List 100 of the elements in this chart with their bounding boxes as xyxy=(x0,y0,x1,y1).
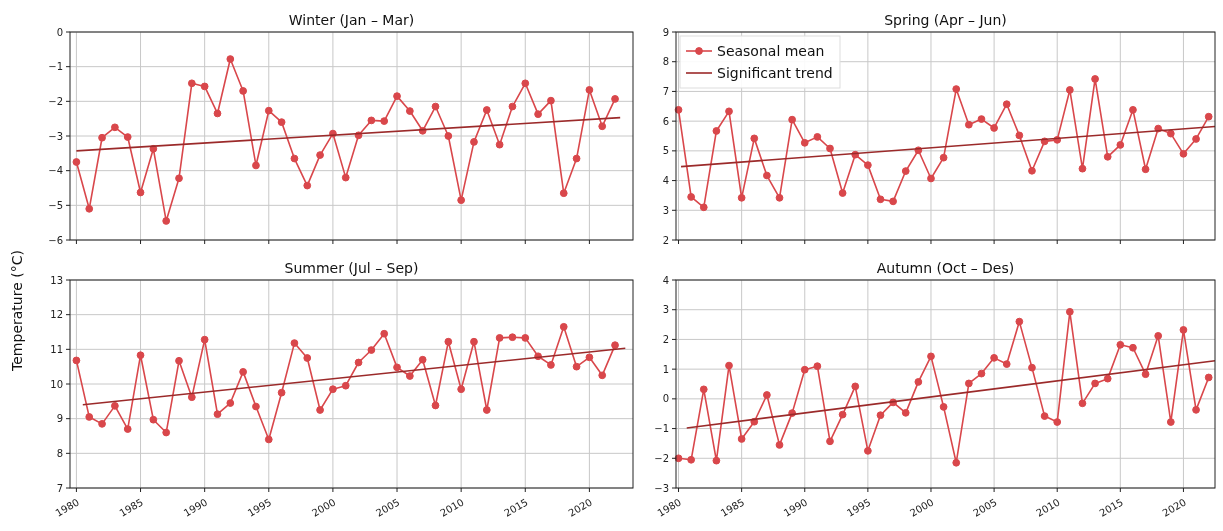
point xyxy=(393,363,401,372)
point xyxy=(585,353,594,362)
point xyxy=(290,154,299,163)
point xyxy=(354,358,363,367)
point xyxy=(876,195,885,204)
point xyxy=(788,115,797,124)
point xyxy=(1204,112,1213,121)
point xyxy=(838,189,847,197)
point xyxy=(277,388,286,397)
point xyxy=(1002,360,1011,368)
point xyxy=(699,385,708,394)
point xyxy=(826,144,834,153)
point xyxy=(470,337,478,346)
chart-title: Winter (Jan – Mar) xyxy=(288,12,415,28)
point xyxy=(534,110,542,119)
y-tick-label: 7 xyxy=(662,85,669,97)
point xyxy=(1192,405,1200,414)
point xyxy=(175,174,183,183)
point xyxy=(341,381,350,390)
point xyxy=(200,335,209,344)
point xyxy=(303,354,312,362)
point xyxy=(775,441,784,449)
y-tick-label: 8 xyxy=(56,447,63,459)
point xyxy=(187,393,196,402)
point xyxy=(508,102,517,111)
point xyxy=(226,55,235,63)
point xyxy=(162,428,171,437)
point xyxy=(239,367,248,376)
point xyxy=(495,334,504,342)
point xyxy=(737,193,746,202)
point xyxy=(521,334,530,342)
point xyxy=(800,365,809,374)
point xyxy=(213,109,222,118)
point xyxy=(813,133,822,141)
point xyxy=(712,127,721,135)
point xyxy=(98,133,106,142)
point xyxy=(1116,340,1125,349)
point xyxy=(1129,105,1137,114)
point xyxy=(813,362,822,371)
point xyxy=(200,82,209,91)
point xyxy=(72,356,81,365)
point xyxy=(431,401,440,410)
point xyxy=(914,378,923,386)
point xyxy=(927,352,935,361)
point xyxy=(277,118,286,127)
y-tick-label: 0 xyxy=(56,26,63,38)
point xyxy=(775,193,784,202)
point xyxy=(393,92,401,101)
point xyxy=(598,371,607,380)
point xyxy=(725,107,733,116)
point xyxy=(367,116,376,125)
point xyxy=(1065,86,1074,94)
point xyxy=(687,193,696,201)
y-tick-label: −1 xyxy=(654,423,669,435)
point xyxy=(990,353,998,362)
point xyxy=(1078,164,1087,173)
point xyxy=(444,132,453,140)
point xyxy=(763,391,771,399)
y-tick-label: −4 xyxy=(48,165,63,177)
y-tick-label: 5 xyxy=(662,145,669,157)
point xyxy=(1091,75,1099,83)
point xyxy=(964,120,973,129)
point xyxy=(85,204,94,213)
point xyxy=(725,361,733,370)
point xyxy=(927,174,935,183)
y-tick-label: 8 xyxy=(662,56,669,68)
point xyxy=(977,115,986,123)
point xyxy=(187,79,196,88)
y-tick-label: 11 xyxy=(50,343,63,355)
point xyxy=(952,458,961,467)
point xyxy=(1015,317,1024,326)
point xyxy=(901,408,910,417)
point xyxy=(482,106,491,114)
point xyxy=(1103,152,1112,161)
y-tick-label: −2 xyxy=(654,452,669,464)
point xyxy=(838,410,847,419)
point xyxy=(136,188,145,197)
y-tick-label: 2 xyxy=(662,234,669,246)
y-tick-label: 9 xyxy=(662,26,669,38)
chart-title: Summer (Jul – Sep) xyxy=(284,260,419,276)
point xyxy=(72,158,81,166)
y-axis-title: Temperature (°C) xyxy=(9,250,25,372)
point xyxy=(1040,412,1049,420)
point xyxy=(800,138,809,147)
point xyxy=(1179,326,1188,334)
point xyxy=(851,382,860,391)
point xyxy=(1053,418,1062,426)
point xyxy=(1065,307,1074,316)
point xyxy=(405,107,414,115)
point xyxy=(863,446,872,455)
y-tick-label: 4 xyxy=(662,175,669,187)
point xyxy=(316,406,324,414)
point xyxy=(876,411,885,420)
point xyxy=(367,346,376,354)
y-tick-label: 10 xyxy=(50,378,63,390)
point xyxy=(964,379,973,388)
y-tick-label: 9 xyxy=(56,413,63,425)
point xyxy=(1192,135,1200,143)
point xyxy=(457,385,466,394)
point xyxy=(175,356,183,365)
